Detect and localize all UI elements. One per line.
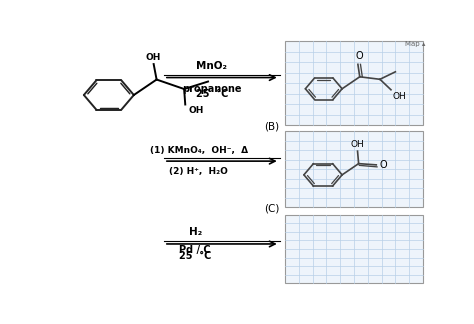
Text: H₂: H₂	[189, 227, 202, 237]
Text: OH: OH	[146, 53, 161, 62]
Text: Pd / C: Pd / C	[179, 245, 211, 255]
Text: (1) KMnO₄,  OH⁻,  Δ: (1) KMnO₄, OH⁻, Δ	[150, 146, 248, 155]
FancyBboxPatch shape	[285, 41, 423, 125]
Text: O: O	[380, 160, 388, 170]
FancyBboxPatch shape	[285, 131, 423, 207]
Text: (C): (C)	[264, 203, 280, 214]
Text: O: O	[356, 51, 364, 61]
Text: (B): (B)	[264, 122, 280, 132]
Text: Map ▴: Map ▴	[405, 40, 425, 47]
Text: OH: OH	[188, 107, 203, 115]
Text: propanone: propanone	[182, 84, 241, 94]
Text: (2) H⁺,  H₂O: (2) H⁺, H₂O	[169, 167, 228, 176]
FancyBboxPatch shape	[285, 215, 423, 284]
Text: OH: OH	[393, 92, 407, 101]
Text: OH: OH	[351, 140, 365, 149]
Text: MnO₂: MnO₂	[196, 61, 227, 71]
Text: 25  °C: 25 °C	[179, 251, 211, 261]
Text: 25  °C: 25 °C	[195, 89, 228, 99]
